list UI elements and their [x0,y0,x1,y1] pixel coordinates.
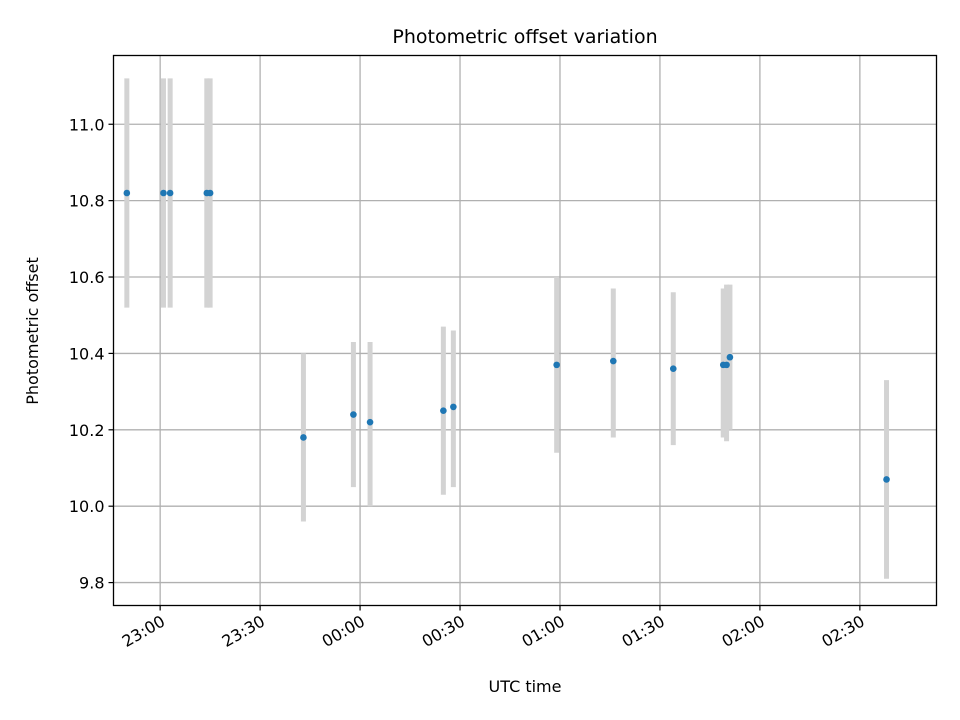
y-tick-label: 10.4 [69,344,105,363]
data-points [123,189,890,483]
data-point [883,476,890,483]
data-point [350,411,357,418]
y-axis-label: Photometric offset [23,257,42,405]
x-tick-label: 01:30 [619,612,668,652]
data-point [450,403,457,411]
x-tick-label: 02:00 [718,612,767,652]
y-tick-label: 11.0 [69,115,105,134]
data-point [553,361,560,369]
data-point [440,407,447,415]
x-axis: 23:00 23:30 00:00 00:30 01:00 01:30 02:00 02:30 [119,605,868,652]
y-tick-label: 10.0 [69,497,105,516]
error-bars [124,78,890,579]
x-tick-label: 01:00 [519,612,568,652]
data-point [300,434,307,441]
x-tick-label: 00:30 [419,612,468,652]
x-tick-label: 00:00 [319,612,368,652]
y-tick-label: 10.2 [69,421,105,440]
data-point [123,189,131,197]
chart-title: Photometric offset variation [392,26,657,48]
data-point [366,418,374,426]
x-tick-label: 23:30 [219,612,268,652]
x-tick-label: 02:30 [818,612,867,652]
data-point [669,365,677,372]
data-point [206,189,214,197]
y-tick-label: 9.8 [79,574,104,593]
data-point [166,189,174,197]
data-point [160,189,167,197]
data-point [723,361,730,369]
x-tick-label: 23:00 [119,612,168,652]
x-axis-label: UTC time [489,677,562,696]
y-tick-label: 10.8 [69,192,105,211]
plot-frame [112,54,938,607]
y-tick-label: 10.6 [69,268,105,287]
data-point [609,357,617,365]
y-axis: 9.8 10.0 10.2 10.4 10.6 10.8 11.0 [69,115,114,593]
grid [113,55,937,606]
data-point [726,353,734,361]
